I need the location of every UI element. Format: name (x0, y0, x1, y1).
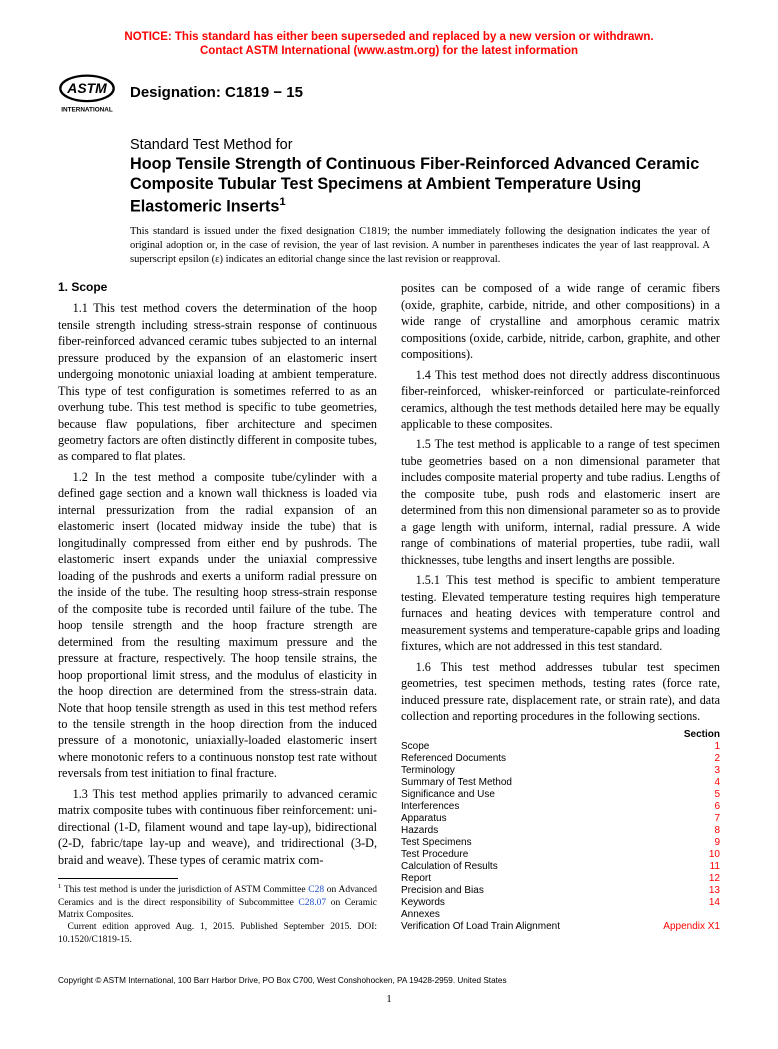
title-superscript: 1 (279, 196, 285, 208)
toc-row: Annexes (401, 908, 720, 920)
document-page: NOTICE: This standard has either been su… (0, 0, 778, 1049)
toc-row-section: 12 (640, 872, 720, 884)
toc-head-section: Section (640, 728, 720, 740)
footnote-line2: Current edition approved Aug. 1, 2015. P… (58, 921, 377, 946)
toc-row-section: 13 (640, 884, 720, 896)
toc-row-section: 9 (640, 836, 720, 848)
para-1-3b: posites can be composed of a wide range … (401, 280, 720, 362)
page-number: 1 (58, 993, 720, 1005)
toc-row-title: Calculation of Results (401, 860, 640, 872)
toc-row-title: Precision and Bias (401, 884, 640, 896)
para-1-1: 1.1 This test method covers the determin… (58, 300, 377, 465)
designation-label: Designation: C1819 − 15 (130, 84, 303, 101)
toc-row: Interferences6 (401, 800, 720, 812)
svg-text:ASTM: ASTM (66, 80, 107, 96)
toc-row-title: Referenced Documents (401, 752, 640, 764)
scope-heading: 1. Scope (58, 280, 377, 294)
notice-line2: Contact ASTM International (www.astm.org… (200, 45, 578, 57)
astm-logo: ASTM INTERNATIONAL (58, 69, 116, 117)
toc-row-title: Annexes (401, 908, 640, 920)
copyright-line: Copyright © ASTM International, 100 Barr… (58, 976, 720, 985)
notice-banner: NOTICE: This standard has either been su… (58, 30, 720, 59)
left-column: 1. Scope 1.1 This test method covers the… (58, 280, 377, 946)
toc-row-title: Significance and Use (401, 788, 640, 800)
footnote-link-c2807[interactable]: C28.07 (298, 898, 326, 908)
toc-row-section: 3 (640, 764, 720, 776)
toc-row-section: Appendix X1 (640, 920, 720, 932)
toc-row-title: Terminology (401, 764, 640, 776)
toc-row: Precision and Bias13 (401, 884, 720, 896)
footnote-separator (58, 878, 178, 879)
toc-row-title: Apparatus (401, 812, 640, 824)
toc-row-section (640, 908, 720, 920)
title-block: Standard Test Method for Hoop Tensile St… (130, 137, 720, 218)
toc-row: Terminology3 (401, 764, 720, 776)
toc-row-title: Summary of Test Method (401, 776, 640, 788)
toc-row: Summary of Test Method4 (401, 776, 720, 788)
toc-row-title: Verification Of Load Train Alignment (401, 920, 640, 932)
toc-row: Test Specimens9 (401, 836, 720, 848)
toc-row-title: Report (401, 872, 640, 884)
para-1-6: 1.6 This test method addresses tubular t… (401, 659, 720, 725)
toc-row-title: Hazards (401, 824, 640, 836)
toc-row-title: Test Specimens (401, 836, 640, 848)
toc-row: Calculation of Results11 (401, 860, 720, 872)
header-row: ASTM INTERNATIONAL Designation: C1819 − … (58, 69, 720, 117)
toc-head-row: Section (401, 728, 720, 740)
para-1-5-1: 1.5.1 This test method is specific to am… (401, 572, 720, 654)
footnote-1: 1 This test method is under the jurisdic… (58, 883, 377, 946)
right-column: posites can be composed of a wide range … (401, 280, 720, 946)
para-1-4: 1.4 This test method does not directly a… (401, 367, 720, 433)
toc-row: Verification Of Load Train AlignmentAppe… (401, 920, 720, 932)
toc-row: Hazards8 (401, 824, 720, 836)
para-1-3a: 1.3 This test method applies primarily t… (58, 786, 377, 868)
toc-row-title: Keywords (401, 896, 640, 908)
toc-row-section: 4 (640, 776, 720, 788)
toc-row-section: 2 (640, 752, 720, 764)
toc-row-section: 11 (640, 860, 720, 872)
standard-title: Hoop Tensile Strength of Continuous Fibe… (130, 154, 720, 218)
footnote-link-c28[interactable]: C28 (308, 885, 324, 895)
footnote-text-a: This test method is under the jurisdicti… (61, 885, 308, 895)
toc-row-section: 1 (640, 740, 720, 752)
issuance-note: This standard is issued under the fixed … (130, 225, 710, 266)
notice-line1: NOTICE: This standard has either been su… (124, 31, 653, 43)
toc-row: Referenced Documents2 (401, 752, 720, 764)
toc-row-section: 7 (640, 812, 720, 824)
toc-row: Apparatus7 (401, 812, 720, 824)
para-1-5: 1.5 The test method is applicable to a r… (401, 436, 720, 568)
svg-text:INTERNATIONAL: INTERNATIONAL (61, 106, 113, 113)
toc-row: Report12 (401, 872, 720, 884)
toc-row-section: 10 (640, 848, 720, 860)
toc-row-section: 8 (640, 824, 720, 836)
toc-table: Section Scope1Referenced Documents2Termi… (401, 728, 720, 932)
toc-row: Scope1 (401, 740, 720, 752)
toc-row-title: Scope (401, 740, 640, 752)
toc-row-section: 6 (640, 800, 720, 812)
toc-row: Keywords14 (401, 896, 720, 908)
standard-label: Standard Test Method for (130, 137, 720, 153)
toc-row: Test Procedure10 (401, 848, 720, 860)
standard-title-text: Hoop Tensile Strength of Continuous Fibe… (130, 155, 699, 216)
toc-row: Significance and Use5 (401, 788, 720, 800)
body-columns: 1. Scope 1.1 This test method covers the… (58, 280, 720, 946)
toc-row-title: Interferences (401, 800, 640, 812)
toc-row-title: Test Procedure (401, 848, 640, 860)
para-1-2: 1.2 In the test method a composite tube/… (58, 469, 377, 782)
toc-row-section: 14 (640, 896, 720, 908)
toc-row-section: 5 (640, 788, 720, 800)
